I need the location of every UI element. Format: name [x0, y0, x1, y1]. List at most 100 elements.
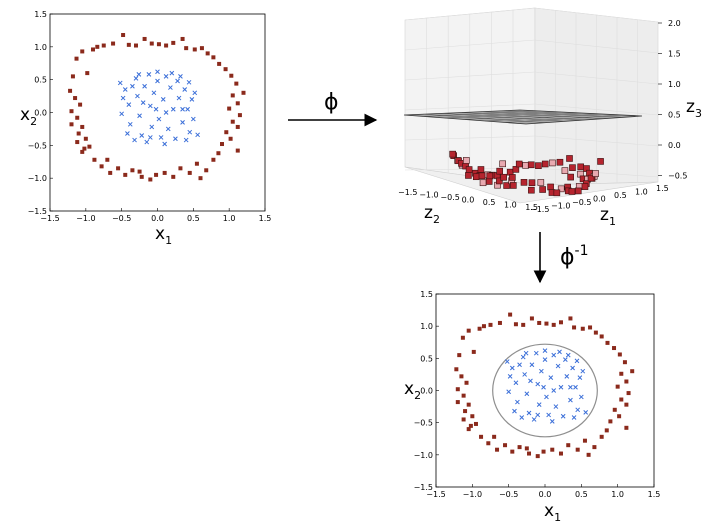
outer-class-point [599, 434, 604, 439]
outer-class-points-3d [449, 150, 604, 197]
outer-class-point-3d [477, 166, 485, 173]
outer-class-point-3d [520, 179, 528, 186]
phi-inverse-label: ϕ-1 [560, 243, 588, 270]
inner-class-point [183, 137, 189, 143]
z3-tick-label: 0.5 [668, 111, 681, 120]
outer-class-point-3d [566, 155, 573, 162]
inner-class-point [568, 384, 573, 390]
outer-class-point-3d [485, 178, 493, 185]
inner-class-point [162, 141, 168, 147]
inner-class-point [180, 119, 185, 125]
outer-class-point [466, 402, 471, 407]
outer-class-point [624, 379, 629, 384]
inner-class-point [185, 106, 190, 112]
inner-class-point [147, 135, 153, 140]
outer-class-point [211, 55, 216, 60]
outer-class-point [617, 352, 622, 357]
outer-class-point-3d [587, 174, 595, 182]
inner-class-point [163, 74, 169, 79]
outer-class-point [619, 397, 624, 402]
outer-class-point [513, 322, 518, 327]
outer-class-point [211, 157, 216, 162]
outer-class-point-3d [522, 162, 529, 169]
outer-class-point [492, 434, 497, 439]
outer-class-point-3d [449, 150, 456, 158]
inner-class-point [133, 75, 139, 81]
inner-class-point [175, 78, 180, 84]
inner-class-point [155, 69, 160, 75]
outer-class-point [537, 320, 542, 325]
z1-tick-label: −0.5 [572, 198, 591, 207]
inner-class-point [551, 388, 557, 393]
outer-class-point-3d [569, 164, 576, 171]
inner-class-point [523, 350, 529, 356]
outer-class-point [481, 324, 486, 329]
outer-class-point-3d [496, 167, 503, 175]
inner-class-point [187, 129, 193, 135]
inner-class-point [549, 419, 555, 424]
inner-class-point [125, 131, 130, 136]
inner-class-point [509, 365, 515, 371]
inner-class-point [515, 399, 520, 405]
phi-mapping-arrow: ϕ [288, 90, 378, 127]
inner-class-point [583, 410, 589, 415]
outer-class-point [527, 451, 532, 456]
outer-class-point [588, 325, 593, 330]
outer-class-point [624, 402, 629, 407]
outer-class-point [575, 447, 580, 452]
outer-class-point [477, 326, 482, 331]
inner-class-point [189, 97, 195, 102]
x-tick-label: 1.0 [223, 214, 236, 223]
outer-class-point-3d [512, 166, 520, 173]
outer-class-point [228, 136, 233, 141]
outer-class-point [164, 43, 169, 48]
x-tick-label: −1.5 [40, 214, 59, 223]
outer-class-point [455, 400, 460, 405]
z3-tick-label: 2.0 [668, 19, 681, 28]
outer-class-point [130, 168, 135, 173]
outer-class-point [524, 446, 529, 451]
inner-class-point [557, 349, 562, 355]
outer-class-point [73, 96, 78, 101]
outer-class-point [137, 169, 142, 174]
inner-class-point [144, 139, 150, 145]
inner-class-point [169, 70, 175, 76]
inner-class-point [573, 384, 578, 390]
outer-class-point [454, 367, 459, 372]
x-tick-label: −1.5 [426, 490, 445, 499]
outer-class-point [470, 414, 475, 419]
z3-tick-label: 0.0 [668, 141, 681, 150]
x-tick-label: −0.5 [499, 490, 518, 499]
inner-class-point [528, 378, 533, 384]
outer-class-point-3d [537, 179, 545, 186]
z2-tick-label: 0.0 [462, 196, 475, 205]
inner-class-point [165, 126, 171, 132]
outer-class-point [551, 322, 556, 327]
inner-class-point [146, 72, 152, 77]
y-tick-label: 1.0 [34, 43, 47, 52]
outer-class-point [80, 49, 85, 54]
inner-class-point [504, 359, 510, 364]
outer-class-point-3d [496, 177, 503, 185]
inner-class-point [519, 415, 525, 420]
outer-class-point [199, 46, 204, 51]
outer-class-point-3d [568, 188, 576, 195]
z1-tick-label: −1.0 [551, 202, 570, 211]
outer-class-point [612, 407, 617, 412]
z2-tick-label: −1.0 [419, 191, 438, 200]
outer-class-point [217, 61, 222, 66]
outer-class-point-3d [486, 172, 494, 180]
outer-class-point-3d [479, 179, 487, 187]
inner-class-point [548, 375, 554, 380]
outer-class-point [99, 164, 104, 169]
outer-class-point [80, 149, 85, 154]
inner-class-point [560, 413, 566, 419]
outer-class-point [473, 421, 478, 426]
outer-class-point [105, 157, 110, 162]
outer-class-point-3d [592, 170, 599, 177]
y-tick-label: −1.0 [28, 174, 47, 183]
y-tick-label: −0.5 [414, 419, 433, 428]
inner-class-point [512, 408, 517, 414]
outer-class-point [593, 330, 598, 335]
